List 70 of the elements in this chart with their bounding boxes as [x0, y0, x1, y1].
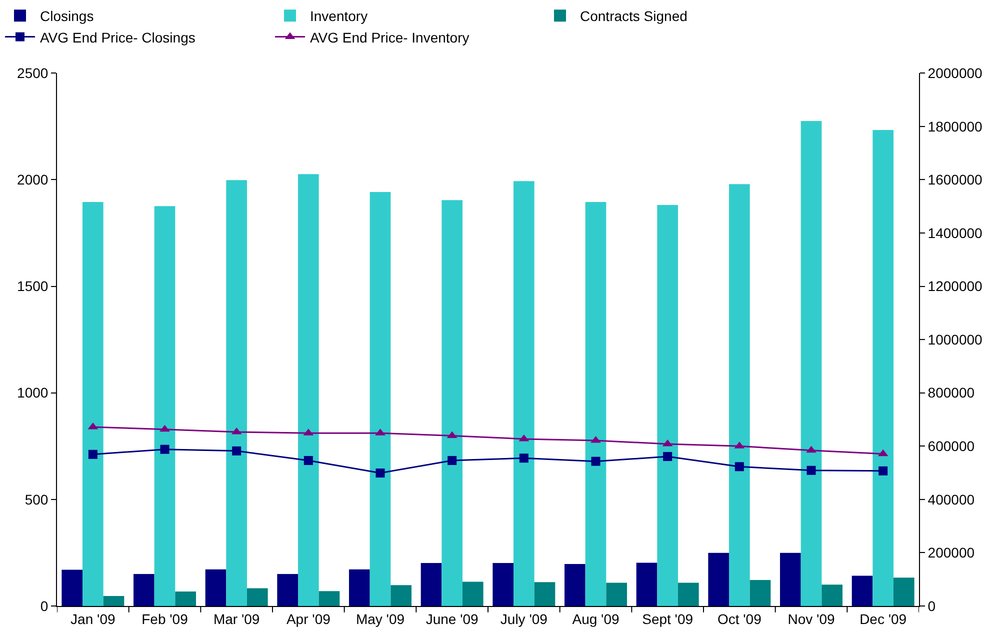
bar — [606, 582, 627, 606]
bar — [534, 582, 556, 606]
bar — [277, 574, 298, 606]
bar — [82, 202, 104, 606]
bar — [247, 588, 268, 606]
y-tick-label: 1000 — [17, 384, 48, 401]
bar — [657, 205, 678, 606]
y2-tick-label: 800000 — [928, 384, 975, 401]
bar — [420, 562, 442, 606]
bar — [822, 584, 842, 606]
x-tick-label: Nov '09 — [788, 610, 835, 627]
x-tick-label: Jan '09 — [70, 610, 116, 627]
bar — [62, 570, 82, 606]
legend-label: Closings — [40, 8, 94, 24]
bar — [514, 181, 534, 606]
bar — [708, 552, 729, 606]
legend-label: AVG End Price- Inventory — [310, 29, 470, 46]
bar — [298, 174, 319, 606]
x-tick-label: May '09 — [356, 610, 405, 627]
bar — [349, 569, 370, 606]
y2-tick-label: 1200000 — [928, 278, 983, 294]
x-tick-label: Feb '09 — [142, 610, 188, 627]
bar — [134, 574, 154, 606]
y2-tick-label: 600000 — [928, 438, 975, 454]
x-tick-label: Oct '09 — [717, 610, 762, 627]
x-tick-label: Dec '09 — [860, 610, 907, 627]
bar — [390, 585, 412, 606]
bar — [492, 562, 514, 606]
bar — [636, 562, 658, 606]
bar — [103, 596, 124, 606]
y2-tick-label: 1000000 — [928, 331, 983, 348]
bar — [750, 580, 771, 606]
bar — [442, 200, 462, 606]
x-tick-label: Sept '09 — [642, 610, 694, 627]
bar — [462, 582, 484, 606]
y-tick-label: 2000 — [17, 172, 48, 188]
bar — [780, 552, 801, 606]
bar — [872, 130, 894, 606]
y2-tick-label: 0 — [928, 598, 936, 614]
bar — [226, 180, 247, 606]
bar — [564, 564, 586, 606]
bar — [154, 206, 176, 606]
x-tick-label: July '09 — [500, 610, 548, 627]
bar — [678, 582, 699, 606]
bar — [318, 591, 340, 606]
y2-tick-label: 1600000 — [928, 172, 983, 188]
bar — [729, 184, 750, 606]
bar — [370, 192, 391, 606]
bar — [175, 592, 196, 606]
y2-tick-label: 2000000 — [928, 65, 983, 81]
legend-label: Contracts Signed — [580, 8, 688, 24]
y-tick-label: 2500 — [17, 65, 48, 81]
bar — [800, 121, 822, 606]
y2-tick-label: 400000 — [928, 491, 975, 508]
y2-tick-label: 200000 — [928, 544, 975, 561]
x-tick-label: June '09 — [426, 610, 479, 627]
x-tick-label: Mar '09 — [213, 610, 260, 627]
y-tick-label: 1500 — [17, 278, 48, 294]
bar — [852, 576, 873, 606]
y2-tick-label: 1400000 — [928, 224, 983, 241]
bar — [585, 202, 606, 606]
bar — [205, 569, 226, 606]
y-tick-label: 500 — [24, 491, 48, 508]
legend-label: AVG End Price- Closings — [40, 29, 196, 46]
y-tick-label: 0 — [40, 598, 48, 614]
x-tick-label: Apr '09 — [286, 610, 331, 627]
legend-label: Inventory — [310, 8, 368, 24]
y2-tick-label: 1800000 — [928, 118, 983, 134]
bar — [894, 578, 914, 606]
x-tick-label: Aug '09 — [572, 610, 620, 627]
